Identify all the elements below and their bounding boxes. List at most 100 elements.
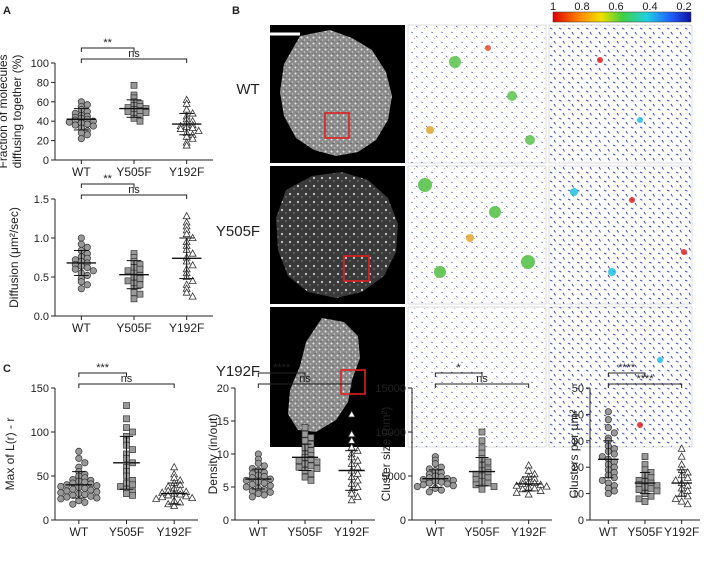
y-tick-label: 0.0 <box>34 311 49 323</box>
chart-1: 0.0 0.5 1.0 1.5 WT Y505F Y192F Diffusion (μm²/s… <box>7 173 213 335</box>
y-tick-label: 0 <box>223 515 229 527</box>
chart-3: 0 5 10 15 20 WT Y505F Y192F Density (in/out) ****… <box>206 362 375 539</box>
x-tick-label: WT <box>249 525 268 539</box>
data-point <box>683 473 692 481</box>
data-point <box>129 481 136 489</box>
significance-label: *** <box>96 362 110 374</box>
data-point <box>248 480 256 488</box>
y-axis-label: diffusing together (%) <box>10 55 24 169</box>
data-point <box>87 480 95 488</box>
data-point <box>75 454 83 462</box>
data-point <box>77 240 85 248</box>
x-tick-label: WT <box>599 525 618 539</box>
significance-bracket <box>80 58 188 63</box>
y-tick-label: 10 <box>572 489 584 501</box>
colorbar-tick-1: 1 <box>550 1 556 13</box>
data-point <box>123 402 130 409</box>
data-point <box>425 479 433 487</box>
y-axis-label: Clusters per μm² <box>567 410 581 499</box>
data-point <box>83 101 91 109</box>
data-point <box>353 492 362 500</box>
colorbar-tick-0.8: 0.8 <box>574 1 589 13</box>
data-point <box>295 463 303 471</box>
chart-4: 0 5000 10000 15000 WT Y505F Y192F Cluster size … <box>375 362 552 539</box>
y-tick-label: 15 <box>217 416 229 428</box>
data-point <box>347 409 356 418</box>
data-point <box>164 490 173 499</box>
data-point <box>136 275 144 282</box>
image-y505f-zoom <box>407 165 547 305</box>
data-point <box>307 462 315 470</box>
y-tick-label: 10000 <box>375 427 406 439</box>
data-point <box>260 479 268 487</box>
data-point <box>81 484 89 492</box>
data-point <box>248 474 256 482</box>
data-point <box>69 500 77 508</box>
data-point <box>63 493 71 501</box>
chart-2: 0 50 100 150 WT Y505F Y192F Max of L(r) - r *** n… <box>3 362 198 539</box>
data-point <box>83 243 91 251</box>
y-tick-label: 20 <box>572 462 584 474</box>
data-point <box>158 492 167 501</box>
data-point <box>77 135 85 143</box>
significance-label: ns <box>299 373 311 385</box>
significance-label: * <box>457 362 462 374</box>
y-tick-label: 0 <box>43 155 49 167</box>
data-point <box>647 484 655 492</box>
significance-label: ** <box>103 173 112 185</box>
significance-bracket <box>434 372 483 377</box>
colorbar-tick-0.2: 0.2 <box>676 1 691 13</box>
data-point <box>307 434 315 441</box>
data-point <box>301 473 309 481</box>
y-axis-label: Fraction of molecules <box>0 54 10 168</box>
data-point <box>170 501 179 509</box>
data-point <box>301 430 309 438</box>
significance-bracket <box>257 383 353 388</box>
y-tick-label: 50 <box>572 383 584 395</box>
cell-y505f <box>276 172 398 298</box>
cell-wt <box>280 30 392 156</box>
data-point <box>93 494 101 502</box>
data-point <box>635 495 643 503</box>
panel-letter-c: C <box>3 363 11 375</box>
y-axis-label: Density (in/out) <box>206 414 220 495</box>
y-tick-label: 30 <box>572 436 584 448</box>
data-point <box>129 428 136 436</box>
data-point <box>295 457 303 464</box>
data-point <box>266 488 274 496</box>
data-point <box>478 428 486 436</box>
roi-box-y192f <box>340 369 366 395</box>
x-tick-label: WT <box>72 165 91 179</box>
row-label-y192f: Y192F <box>216 363 260 380</box>
data-point <box>313 465 321 472</box>
x-tick-label: Y505F <box>464 525 499 539</box>
data-point <box>478 485 486 493</box>
data-point <box>136 281 144 289</box>
data-point <box>182 141 191 149</box>
significance-label: ** <box>103 37 112 49</box>
data-point <box>188 493 197 501</box>
data-point <box>129 492 136 499</box>
data-point <box>353 482 362 490</box>
image-y505f-cluster <box>548 165 693 305</box>
y-tick-label: 1.5 <box>34 194 49 206</box>
x-tick-label: WT <box>70 525 89 539</box>
y-tick-label: 5 <box>223 482 229 494</box>
data-point <box>604 416 612 424</box>
y-tick-label: 0.5 <box>34 272 49 284</box>
data-point <box>142 109 150 116</box>
data-point <box>518 484 527 493</box>
data-point <box>266 482 274 490</box>
data-point <box>130 295 138 303</box>
data-point <box>425 488 433 496</box>
significance-label: ns <box>128 48 140 60</box>
data-point <box>117 483 124 490</box>
data-point <box>81 459 89 467</box>
data-point <box>301 437 309 445</box>
data-point <box>677 452 686 460</box>
image-y192f-zoom <box>407 306 547 448</box>
panel-letter-a: A <box>3 5 11 17</box>
data-point <box>478 437 486 445</box>
